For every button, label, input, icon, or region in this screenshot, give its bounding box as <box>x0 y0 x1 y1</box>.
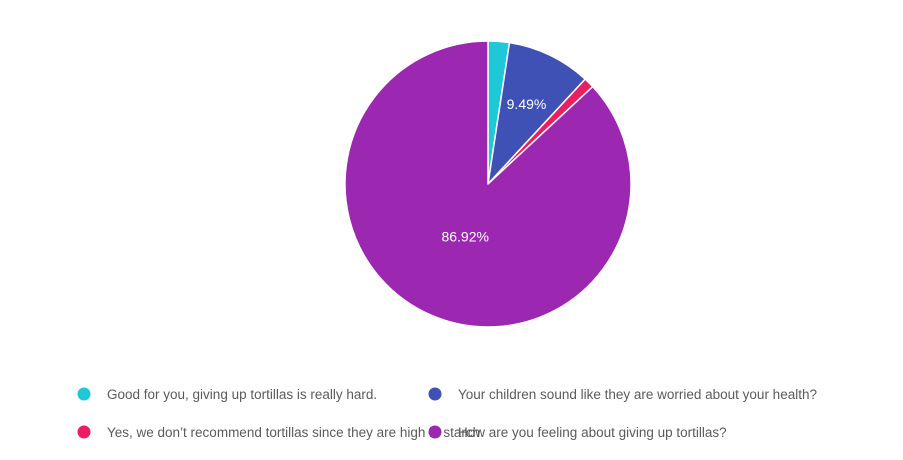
legend-item-3[interactable]: How are you feeling about giving up tort… <box>428 425 727 440</box>
legend-item-2[interactable]: Yes, we don’t recommend tortillas since … <box>77 425 484 440</box>
legend-marker-2 <box>77 425 91 439</box>
chart-legend: Good for you, giving up tortillas is rea… <box>77 387 817 440</box>
legend-marker-0 <box>77 387 91 401</box>
legend-label-0: Good for you, giving up tortillas is rea… <box>107 387 377 402</box>
legend-marker-3 <box>428 425 442 439</box>
pie-slice-label-3: 86.92% <box>441 228 488 244</box>
pie-slice-3[interactable] <box>344 40 632 328</box>
legend-label-1: Your children sound like they are worrie… <box>458 387 817 402</box>
pie-slices <box>344 40 632 328</box>
legend-marker-1 <box>428 387 442 401</box>
legend-label-3: How are you feeling about giving up tort… <box>458 425 727 440</box>
pie-slice-1[interactable] <box>487 41 586 185</box>
legend-item-0[interactable]: Good for you, giving up tortillas is rea… <box>77 387 378 402</box>
legend-label-2: Yes, we don’t recommend tortillas since … <box>107 425 484 440</box>
pie-slice-label-1: 9.49% <box>507 96 547 112</box>
pie-slice-labels: 9.49% 86.92% <box>441 96 546 244</box>
legend-item-1[interactable]: Your children sound like they are worrie… <box>428 387 817 402</box>
